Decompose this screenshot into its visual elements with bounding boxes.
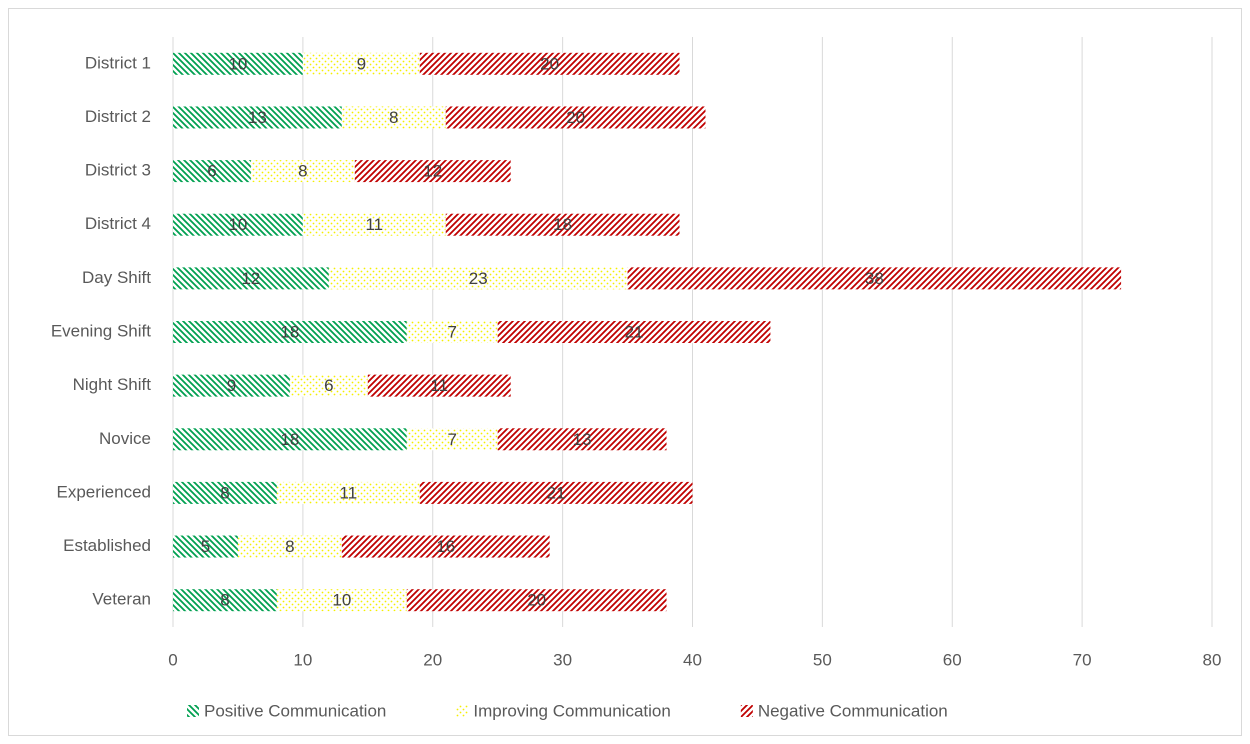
data-label: 10 <box>332 591 351 610</box>
data-label: 10 <box>228 54 247 73</box>
data-label: 6 <box>207 162 216 181</box>
y-tick-label: Established <box>63 536 151 555</box>
legend-swatch <box>187 705 199 717</box>
bar-segment <box>276 589 407 612</box>
x-tick-label: 10 <box>293 650 312 669</box>
data-label: 8 <box>298 162 307 181</box>
bar-segment <box>497 428 667 451</box>
x-tick-label: 70 <box>1073 650 1092 669</box>
bar-segment <box>627 267 1122 290</box>
data-label: 8 <box>220 591 229 610</box>
y-tick-label: Evening Shift <box>51 321 151 340</box>
bar-segment <box>289 374 368 397</box>
data-label: 7 <box>447 430 456 449</box>
data-label: 11 <box>365 215 383 234</box>
data-label: 16 <box>436 537 455 556</box>
data-label: 18 <box>553 215 572 234</box>
data-label: 6 <box>324 376 333 395</box>
data-label: 20 <box>566 108 585 127</box>
data-label: 12 <box>241 269 260 288</box>
data-label: 11 <box>430 376 448 395</box>
bar-segment <box>367 374 511 397</box>
bar-segment <box>173 535 238 558</box>
data-label: 23 <box>469 269 488 288</box>
bar-segment <box>173 160 251 183</box>
chart-border <box>8 8 1242 736</box>
data-label: 20 <box>527 591 546 610</box>
y-tick-label: District 4 <box>85 214 151 233</box>
data-label: 20 <box>540 54 559 73</box>
data-label: 10 <box>228 215 247 234</box>
x-tick-label: 80 <box>1203 650 1222 669</box>
y-tick-label: District 1 <box>85 53 151 72</box>
legend-swatch <box>740 705 753 717</box>
bar-segment <box>173 589 277 612</box>
bar-segment <box>173 374 290 397</box>
bar-segment <box>173 267 329 290</box>
data-label: 13 <box>248 108 267 127</box>
bar-segment <box>406 589 667 612</box>
bar-segment <box>173 481 277 504</box>
x-tick-label: 0 <box>168 650 177 669</box>
x-tick-label: 30 <box>553 650 572 669</box>
x-tick-label: 60 <box>943 650 962 669</box>
bar-segment <box>406 321 498 343</box>
data-label: 9 <box>227 376 236 395</box>
data-label: 9 <box>357 54 366 73</box>
data-label: 5 <box>201 537 210 556</box>
bar-segment <box>276 481 420 504</box>
bar-segment <box>406 428 498 451</box>
data-label: 21 <box>547 483 566 502</box>
bar-segment <box>173 213 303 236</box>
y-tick-label: Day Shift <box>82 268 151 287</box>
bar-segment <box>173 106 342 129</box>
legend-label: Improving Communication <box>473 701 670 720</box>
data-label: 7 <box>447 322 456 341</box>
bar-segment <box>173 428 407 451</box>
data-label: 8 <box>389 108 398 127</box>
bar-segment <box>419 481 693 504</box>
bar-segment <box>445 106 706 129</box>
x-tick-label: 40 <box>683 650 702 669</box>
data-label: 8 <box>285 537 294 556</box>
bar-segment <box>445 213 680 236</box>
bar-segment <box>250 160 355 183</box>
data-label: 18 <box>280 430 299 449</box>
bar-segment <box>341 535 550 558</box>
bar-segment <box>328 267 628 290</box>
bar-segment <box>237 535 342 558</box>
y-tick-label: District 3 <box>85 161 151 180</box>
bar-segment <box>302 52 420 75</box>
bar-segment <box>341 106 446 129</box>
x-tick-label: 50 <box>813 650 832 669</box>
data-label: 12 <box>423 162 442 181</box>
bar-segment <box>354 160 511 183</box>
legend-label: Negative Communication <box>758 701 948 720</box>
bar-segment <box>302 213 446 236</box>
y-tick-label: Experienced <box>56 482 151 501</box>
data-label: 21 <box>625 322 644 341</box>
bar-segment <box>173 52 303 75</box>
y-tick-label: Night Shift <box>73 375 152 394</box>
y-tick-label: District 2 <box>85 107 151 126</box>
y-tick-label: Novice <box>99 429 151 448</box>
legend-label: Positive Communication <box>204 701 386 720</box>
data-label: 13 <box>573 430 592 449</box>
data-label: 11 <box>340 483 358 502</box>
bar-segment <box>497 321 771 343</box>
data-label: 38 <box>865 269 884 288</box>
y-tick-label: Veteran <box>92 590 151 609</box>
bar-segment <box>173 321 407 343</box>
x-tick-label: 20 <box>423 650 442 669</box>
data-label: 18 <box>280 322 299 341</box>
data-label: 8 <box>220 483 229 502</box>
bar-segment <box>419 52 680 75</box>
legend-swatch <box>456 705 469 717</box>
